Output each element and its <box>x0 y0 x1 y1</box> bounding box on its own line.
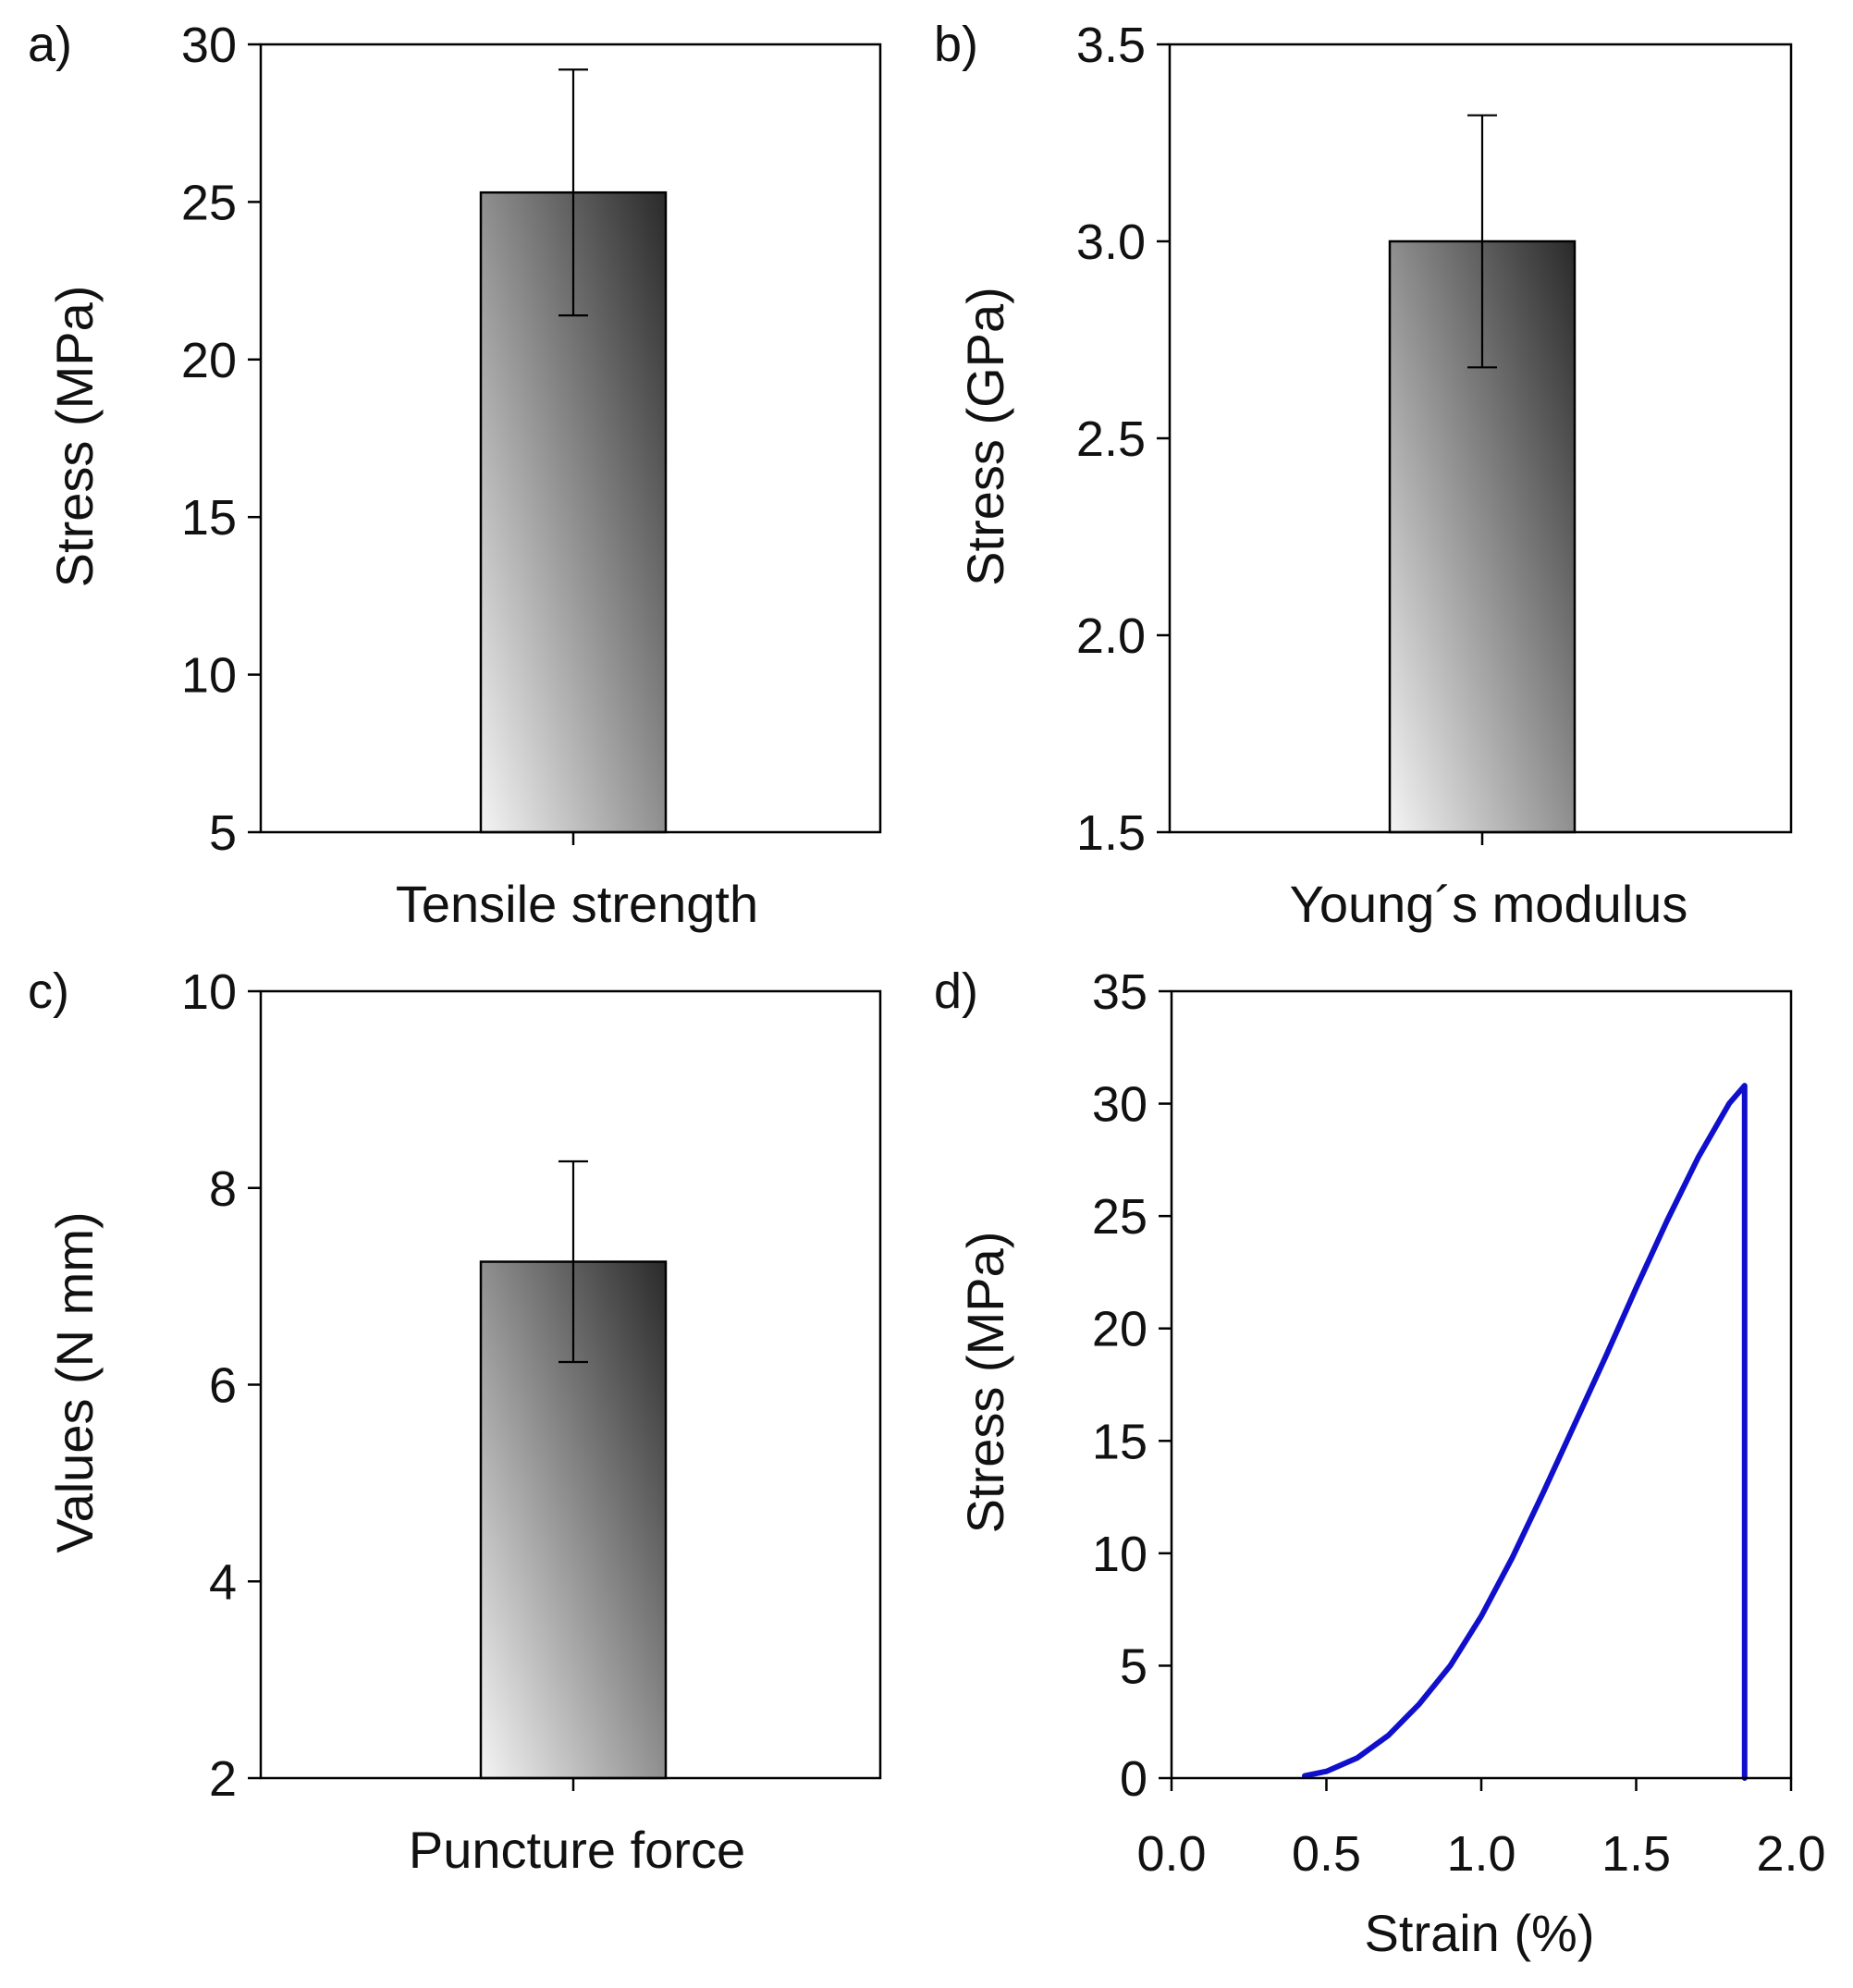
panel-d-y-ticks <box>1159 989 1172 1780</box>
panel-d-stress-strain-line <box>1302 1083 1748 1781</box>
panel-d-y-tick-label: 20 <box>1092 1302 1147 1357</box>
panel-b-y-tick-label: 3.0 <box>1076 215 1146 270</box>
panel-b-y-tick-label: 2.0 <box>1076 608 1146 664</box>
panel-a-y-axis-title: Stress (MPa) <box>45 286 104 588</box>
panel-d-y-tick-label: 35 <box>1092 964 1147 1020</box>
panel-d-x-tick-label: 0.0 <box>1136 1826 1206 1882</box>
panel-a-label: a) <box>28 17 72 72</box>
panel-a-y-tick-label: 15 <box>181 490 237 546</box>
panel-d-x-tick-labels: 0.0 0.5 1.0 1.5 2.0 <box>1136 1826 1825 1882</box>
panel-d-y-tick-label: 15 <box>1092 1414 1147 1469</box>
panel-c-error-bar <box>558 1160 588 1364</box>
panel-d-x-axis-title: Strain (%) <box>1365 1904 1595 1962</box>
panel-c-label: c) <box>28 963 69 1019</box>
panel-a-y-tick-labels: 5 10 15 20 25 30 <box>181 18 237 861</box>
panel-c-y-axis-title: Values (N mm) <box>45 1211 104 1552</box>
panel-d-x-tick-label: 1.5 <box>1601 1826 1671 1882</box>
panel-d-frame <box>1170 989 1793 1780</box>
panel-c-x-axis-title: Puncture force <box>409 1821 745 1879</box>
panel-d-y-axis-title: Stress (MPa) <box>956 1232 1014 1534</box>
panel-c-y-tick-labels: 2 4 6 8 10 <box>181 964 237 1807</box>
panel-a-frame <box>259 43 882 834</box>
panel-b-error-bar <box>1467 114 1497 369</box>
panel-d-y-tick-label: 30 <box>1092 1077 1147 1133</box>
panel-b-y-ticks <box>1157 43 1170 834</box>
panel-a-y-tick-label: 20 <box>181 333 237 388</box>
panel-d-x-ticks <box>1170 1778 1793 1791</box>
panel-a-x-axis-title: Tensile strength <box>396 875 758 933</box>
panel-a-y-tick-label: 10 <box>181 648 237 704</box>
panel-d-y-tick-labels: 0 5 10 15 20 25 30 35 <box>1092 964 1147 1807</box>
panel-d-label: d) <box>934 963 978 1019</box>
panel-d-x-tick-label: 2.0 <box>1756 1826 1825 1882</box>
panel-b-y-tick-label: 2.5 <box>1076 411 1146 467</box>
panel-b: b) 1.5 2.0 2.5 3.0 3.5 Young´s modulus Stres… <box>934 17 1793 933</box>
panel-b-y-axis-title: Stress (GPa) <box>956 287 1014 586</box>
panel-d-x-tick-label: 1.0 <box>1446 1826 1516 1882</box>
panel-b-frame <box>1168 43 1793 834</box>
panel-a-y-tick-label: 5 <box>209 805 237 861</box>
panel-d-x-tick-label: 0.5 <box>1292 1826 1361 1882</box>
panel-d-y-tick-label: 5 <box>1120 1638 1147 1694</box>
panel-a-y-ticks <box>248 43 261 834</box>
panel-c-frame <box>259 989 882 1780</box>
panel-b-x-axis-title: Young´s modulus <box>1290 875 1688 933</box>
panel-c-y-tick-label: 10 <box>181 964 237 1020</box>
panel-a-y-tick-label: 25 <box>181 175 237 230</box>
panel-a-y-tick-label: 30 <box>181 18 237 73</box>
panel-d-y-tick-label: 25 <box>1092 1189 1147 1245</box>
panel-d: d) 0 5 10 15 20 25 30 35 0.0 0.5 1.0 1.5 2.0 Strain… <box>934 963 1826 1962</box>
panel-b-y-tick-label: 1.5 <box>1076 805 1146 861</box>
panel-a: a) 5 10 15 20 25 30 Tensile strength Stress (… <box>28 17 882 933</box>
panel-d-y-tick-label: 10 <box>1092 1527 1147 1582</box>
panel-a-error-bar <box>558 68 588 317</box>
panel-c-y-tick-label: 8 <box>209 1161 237 1217</box>
panel-c: c) 2 4 6 8 10 Puncture force Values (N mm) <box>28 963 882 1879</box>
panel-c-y-tick-label: 2 <box>209 1751 237 1807</box>
panel-c-y-tick-label: 4 <box>209 1554 237 1610</box>
panel-c-y-tick-label: 6 <box>209 1358 237 1414</box>
panel-b-y-tick-label: 3.5 <box>1076 18 1146 73</box>
panel-b-y-tick-labels: 1.5 2.0 2.5 3.0 3.5 <box>1076 18 1146 861</box>
panel-c-y-ticks <box>248 989 261 1780</box>
panel-d-y-tick-label: 0 <box>1120 1751 1147 1807</box>
panel-b-label: b) <box>934 17 978 72</box>
